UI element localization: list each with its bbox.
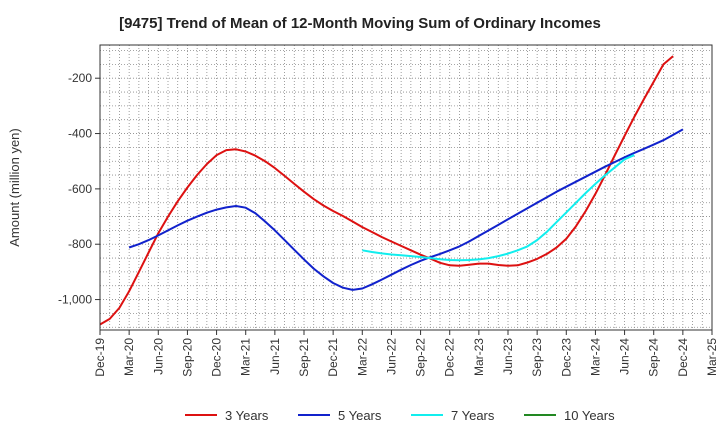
x-tick-label: Mar-25 <box>705 338 719 376</box>
x-tick-label: Dec-21 <box>326 338 340 377</box>
horizontal-gridlines <box>100 50 712 328</box>
x-tick-label: Mar-20 <box>122 338 136 376</box>
legend-label-3-years: 3 Years <box>225 408 269 423</box>
vertical-gridlines <box>109 45 703 330</box>
x-tick-label: Mar-24 <box>588 338 602 376</box>
legend-label-5-years: 5 Years <box>338 408 382 423</box>
x-tick-label: Jun-24 <box>618 338 632 375</box>
y-tick-label: -400 <box>68 127 92 141</box>
series-lines <box>99 55 684 326</box>
x-tick-label: Dec-20 <box>210 338 224 377</box>
plot-area <box>100 45 712 330</box>
x-tick-label: Mar-22 <box>355 338 369 376</box>
x-tick-label: Mar-21 <box>239 338 253 376</box>
x-tick-label: Dec-24 <box>676 338 690 377</box>
y-tick-label: -800 <box>68 237 92 251</box>
x-tick-label: Sep-20 <box>180 338 194 377</box>
x-tick-label: Sep-21 <box>297 338 311 377</box>
x-tick-label: Dec-19 <box>93 338 107 377</box>
x-tick-label: Mar-23 <box>472 338 486 376</box>
series-line-3-years <box>99 55 674 326</box>
legend: 3 Years 5 Years 7 Years 10 Years <box>185 408 615 423</box>
legend-label-10-years: 10 Years <box>564 408 615 423</box>
x-tick-label: Dec-22 <box>443 338 457 377</box>
x-tick-label: Dec-23 <box>559 338 573 377</box>
x-axis: Dec-19 Mar-20 Jun-20 Sep-20 Dec-20 Mar-21 Jun-… <box>93 330 719 377</box>
y-tick-label: -1,000 <box>58 293 92 307</box>
x-tick-label: Jun-20 <box>151 338 165 375</box>
series-line-7-years <box>362 154 635 262</box>
y-axis-label: Amount (million yen) <box>7 128 22 247</box>
x-tick-label: Jun-21 <box>268 338 282 375</box>
y-axis: -200 -400 -600 -800 -1,000 <box>58 71 100 307</box>
legend-label-7-years: 7 Years <box>451 408 495 423</box>
x-tick-label: Sep-23 <box>530 338 544 377</box>
y-tick-label: -200 <box>68 71 92 85</box>
x-tick-label: Sep-22 <box>414 338 428 377</box>
x-tick-label: Jun-22 <box>384 338 398 375</box>
series-line-5-years <box>128 128 684 291</box>
y-tick-label: -600 <box>68 182 92 196</box>
x-tick-label: Jun-23 <box>501 338 515 375</box>
plot-frame <box>99 44 713 331</box>
chart-title: [9475] Trend of Mean of 12-Month Moving … <box>119 15 601 32</box>
x-tick-label: Sep-24 <box>647 338 661 377</box>
